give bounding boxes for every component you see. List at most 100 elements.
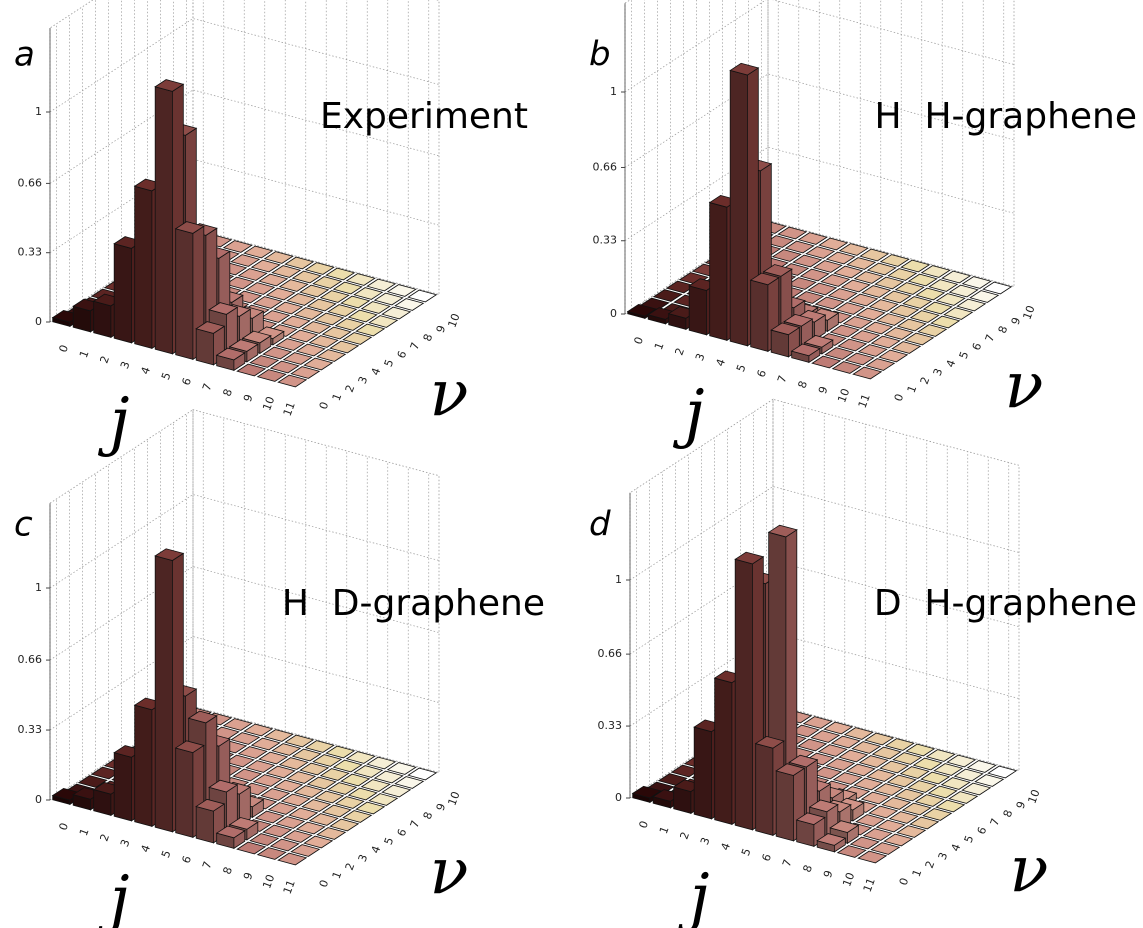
bar <box>825 758 856 771</box>
bar-face <box>93 300 112 338</box>
bar <box>790 343 821 364</box>
bar <box>306 776 337 790</box>
bar-top <box>818 237 849 251</box>
bar-top <box>280 793 311 807</box>
bar-top <box>245 282 276 295</box>
bar-top <box>858 755 889 768</box>
bar-top <box>657 773 688 786</box>
bar-top <box>848 293 879 307</box>
bar-face <box>113 243 132 344</box>
bar-top <box>961 276 992 289</box>
bar <box>879 254 910 267</box>
bar <box>407 289 438 303</box>
bar-top <box>290 844 321 857</box>
bar-top <box>295 821 326 835</box>
bar <box>291 270 322 284</box>
bar-top <box>187 710 218 724</box>
x-tick-label: 7 <box>200 382 215 393</box>
bar-top <box>288 807 319 821</box>
bar <box>789 724 820 738</box>
y-tick-label: 1 <box>910 868 925 879</box>
bar-top <box>907 780 938 793</box>
bar-top <box>860 791 891 805</box>
bar-face <box>113 752 132 822</box>
bar <box>249 355 280 368</box>
bar-top <box>884 738 915 751</box>
bar-top <box>327 304 358 317</box>
bar-face <box>134 185 153 349</box>
bar-top <box>892 752 923 765</box>
bar <box>278 757 309 770</box>
bar <box>360 779 391 792</box>
bar-top <box>260 788 291 801</box>
x-tick-label: 6 <box>179 854 194 865</box>
x-tick-label: 4 <box>718 841 733 852</box>
bar-top <box>222 718 253 731</box>
bar-top <box>312 276 343 289</box>
bar-top <box>275 338 306 351</box>
y-tick-label: 3 <box>931 367 946 378</box>
bar-top <box>790 343 821 357</box>
bar-top <box>236 363 267 377</box>
bar <box>316 827 347 840</box>
y-tick-label: 4 <box>944 358 959 369</box>
bar-top <box>340 295 371 309</box>
bar <box>230 254 261 267</box>
bar-top <box>262 346 293 360</box>
y-tick-label: 4 <box>369 844 384 855</box>
bar <box>243 723 274 737</box>
bar-top <box>291 748 322 762</box>
bar-face <box>154 555 173 833</box>
bar <box>269 360 300 374</box>
bar <box>904 332 935 346</box>
bar-face <box>709 202 728 341</box>
bar-top <box>879 254 910 267</box>
bar-top <box>883 327 914 340</box>
x-tick-label: 4 <box>138 365 153 376</box>
x-tick-label: 9 <box>821 869 836 880</box>
bar-top <box>868 299 899 312</box>
bar <box>851 741 882 754</box>
bar <box>827 288 858 301</box>
y-tick-label: 0 <box>317 878 332 889</box>
bar <box>288 807 319 821</box>
bar <box>848 293 879 307</box>
bar-top <box>817 744 848 757</box>
bar <box>329 818 360 832</box>
bar <box>866 769 897 782</box>
bar-top <box>303 357 334 371</box>
bar-top <box>987 765 1018 779</box>
bar-top <box>729 62 760 76</box>
x-tick-label: 5 <box>734 363 749 374</box>
bar-top <box>366 756 397 770</box>
y-tick-label: 7 <box>408 341 423 352</box>
bar-top <box>827 288 858 301</box>
bar-top <box>870 842 901 855</box>
bar <box>407 767 438 781</box>
bar-top <box>922 301 953 315</box>
bar-top <box>933 763 964 776</box>
bar <box>805 246 836 259</box>
bar-top <box>249 833 280 846</box>
bar-top <box>265 287 296 301</box>
bar-top <box>835 302 866 315</box>
bar-top <box>286 771 317 784</box>
bar-top <box>407 767 438 781</box>
bar <box>855 814 886 827</box>
bar-top <box>284 256 315 270</box>
bar-top <box>922 808 953 821</box>
bar <box>864 732 895 746</box>
bar-top <box>840 279 871 293</box>
bar-top <box>407 289 438 303</box>
bar <box>870 335 901 349</box>
bar-top <box>946 754 977 768</box>
bar-top <box>863 321 894 335</box>
wall <box>192 0 440 296</box>
x-tick-label: 10 <box>260 395 277 413</box>
bar-top <box>316 349 347 362</box>
bar-top <box>284 734 315 748</box>
x-tick-label: 10 <box>835 387 852 405</box>
bar-top <box>353 287 384 300</box>
y-tick-label: 10 <box>446 312 463 330</box>
bar-top <box>866 769 897 782</box>
